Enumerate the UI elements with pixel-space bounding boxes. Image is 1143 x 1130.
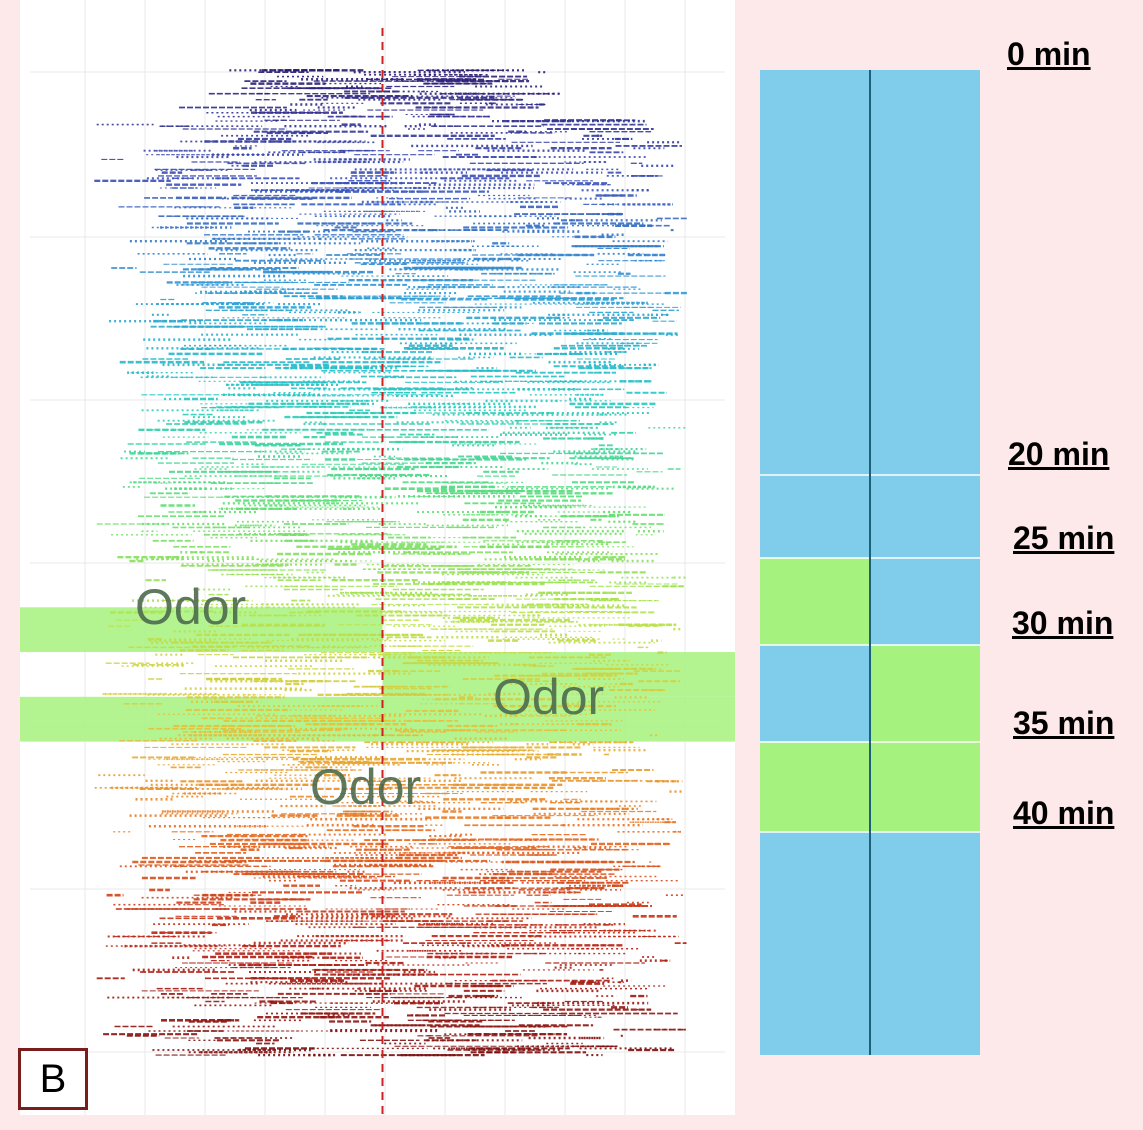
schedule-right-3: [870, 645, 980, 742]
schedule-left-4: [760, 742, 870, 832]
odor-bands: [20, 607, 735, 742]
time-label-35: 35 min: [1013, 705, 1115, 741]
time-label-30: 30 min: [1012, 605, 1114, 641]
schedule-left-0: [760, 70, 870, 475]
schedule-left-3: [760, 645, 870, 742]
schedule-left-2: [760, 558, 870, 645]
schedule-right-0: [870, 70, 980, 475]
panel-letter: B: [18, 1048, 88, 1110]
time-label-0: 0 min: [1007, 36, 1091, 72]
trajectory-points: [94, 69, 688, 1057]
time-label-20: 20 min: [1008, 436, 1110, 472]
schedule-right-2: [870, 558, 980, 645]
schedule-right-1: [870, 475, 980, 558]
time-label-40: 40 min: [1013, 795, 1115, 831]
odor-label-right: Odor: [493, 669, 605, 725]
odor-label-left: Odor: [135, 579, 247, 635]
trajectory-plot: [20, 0, 735, 1115]
schedule-left-1: [760, 475, 870, 558]
odor-label-both: Odor: [310, 759, 422, 815]
trajectory-plot-panel: Odor Odor Odor: [20, 0, 735, 1115]
odor-band-both: [20, 696, 735, 742]
schedule-left-5: [760, 832, 870, 1055]
stimulus-schedule: [760, 70, 980, 1055]
time-label-25: 25 min: [1013, 520, 1115, 556]
schedule-right-5: [870, 832, 980, 1055]
odor-band-left: [20, 607, 383, 653]
schedule-right-4: [870, 742, 980, 832]
